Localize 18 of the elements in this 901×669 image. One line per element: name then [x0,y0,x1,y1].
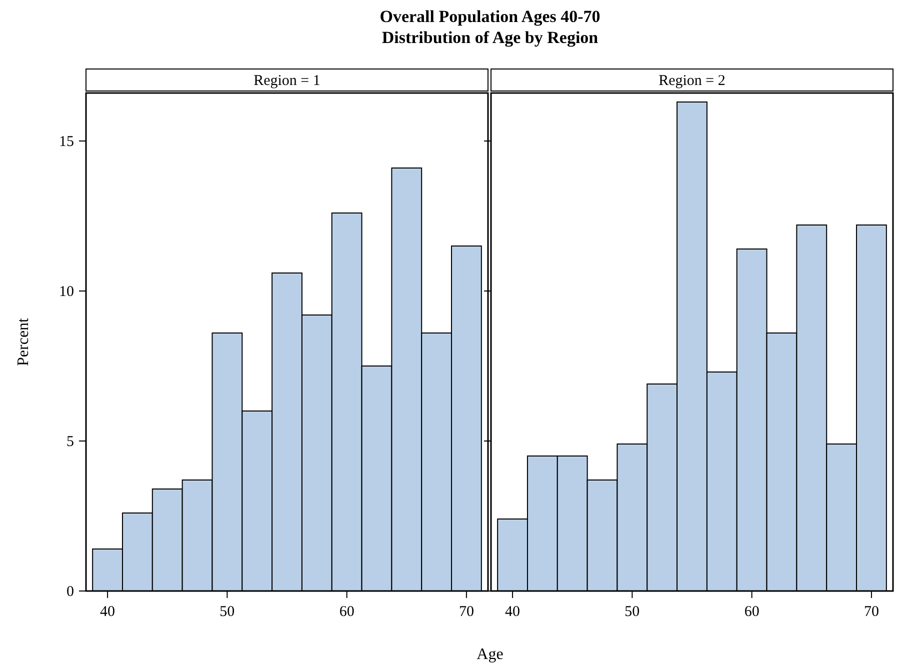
x-tick-label: 40 [100,604,116,620]
y-axis-title: Percent [15,317,32,366]
y-tick-label: 0 [66,584,74,600]
x-tick-label: 50 [624,604,640,620]
x-axis-title: Age [476,646,504,663]
y-tick-label: 15 [59,134,74,150]
x-tick-label: 70 [864,604,879,620]
chart-title: Region = 1 [254,73,320,89]
x-tick-label: 60 [339,604,354,620]
x-tick-label: 40 [505,604,520,620]
text: Distribution of Age by Region [382,28,599,47]
y-tick-label: 10 [59,284,74,300]
x-tick-label: 50 [220,604,235,620]
x-tick-label: 60 [744,604,760,620]
text: Overall Population Ages 40-70 [380,7,600,26]
y-tick-label: 5 [66,434,74,450]
x-tick-label: 70 [458,604,474,620]
chart-title: Region = 2 [658,73,726,89]
